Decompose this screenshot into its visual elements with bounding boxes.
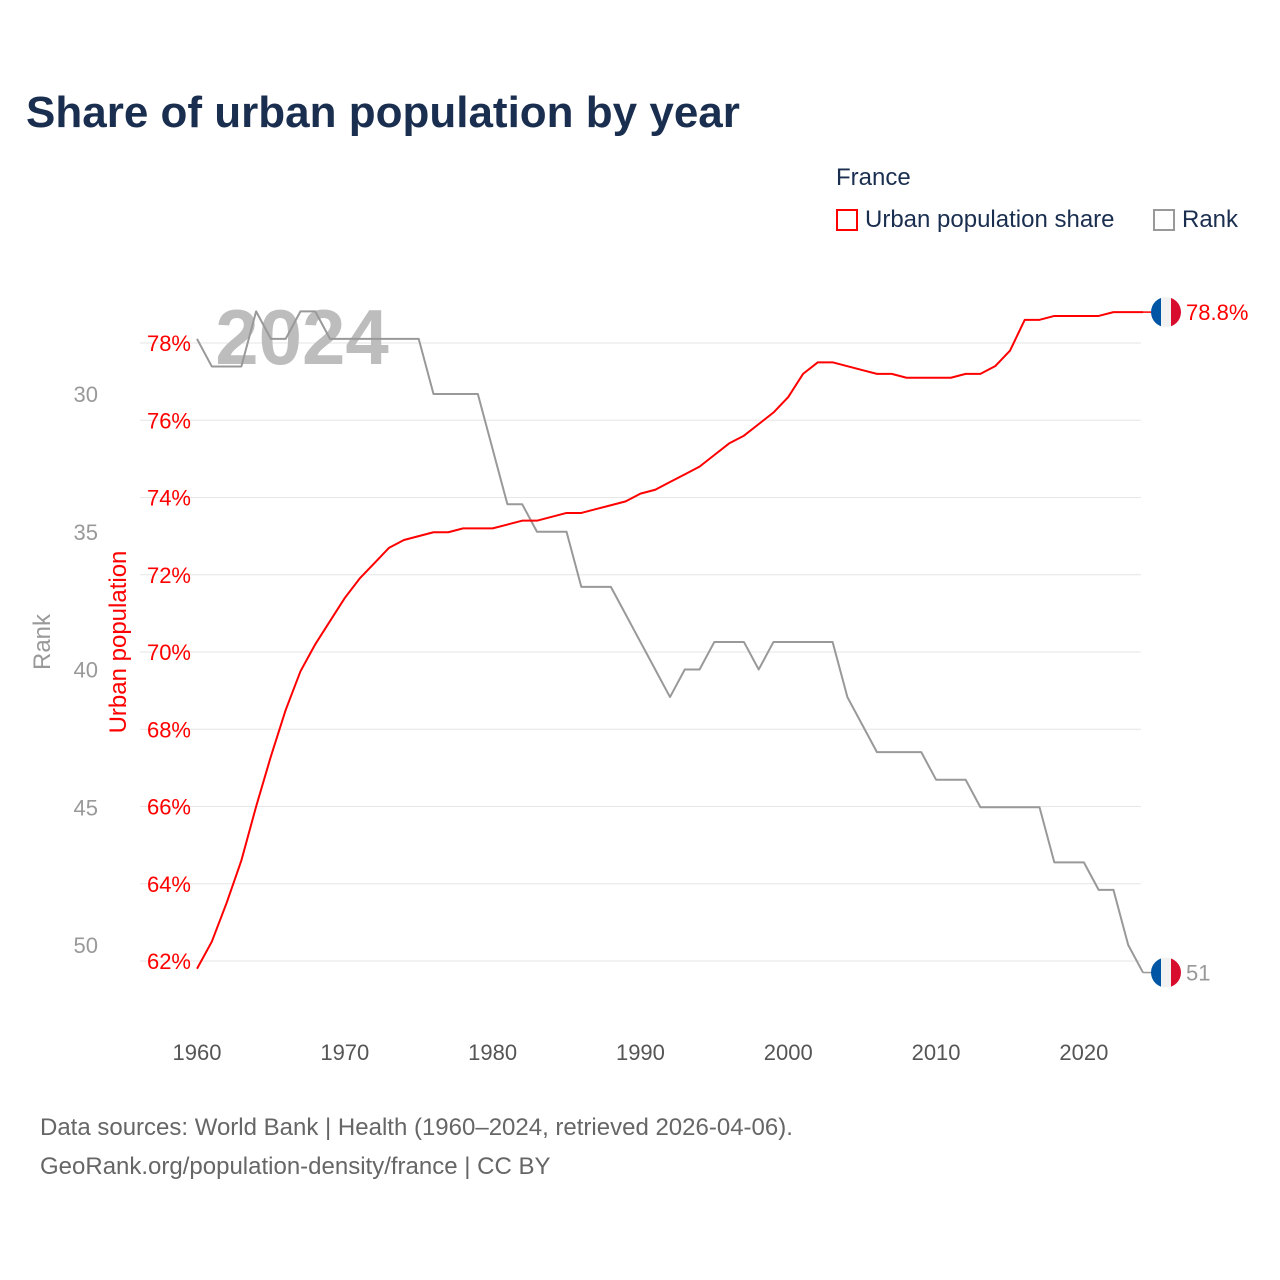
series-line-urban <box>196 311 1143 970</box>
france-flag-icon <box>1151 957 1181 988</box>
legend-swatch-urban <box>836 209 858 231</box>
x-tick: 1960 <box>173 1040 222 1065</box>
legend-label-rank: Rank <box>1182 206 1239 233</box>
y-tick-urban: 78% <box>147 331 191 356</box>
year-watermark: 2024 <box>215 293 389 381</box>
footer-credit: GeoRank.org/population-density/france | … <box>40 1153 551 1180</box>
y-tick-urban: 62% <box>147 949 191 974</box>
x-tick: 2000 <box>764 1040 813 1065</box>
legend-label-urban: Urban population share <box>865 206 1115 233</box>
y-tick-urban: 70% <box>147 640 191 665</box>
y-tick-rank: 40 <box>74 658 98 683</box>
y-tick-urban: 76% <box>147 408 191 433</box>
y-axis-label-rank: Rank <box>29 613 56 670</box>
y-tick-urban: 66% <box>147 795 191 820</box>
end-label-urban: 78.8% <box>1186 300 1248 325</box>
legend-item-urban[interactable]: Urban population share <box>836 206 1115 234</box>
series-line-rank <box>196 310 1144 974</box>
y-axis-label-urban: Urban population <box>105 551 132 734</box>
y-tick-rank: 30 <box>74 382 98 407</box>
y-tick-urban: 64% <box>147 872 191 897</box>
y-tick-urban: 68% <box>147 717 191 742</box>
y-tick-rank: 50 <box>74 933 98 958</box>
footer: Data sources: World Bank | Health (1960–… <box>40 1108 793 1186</box>
legend-swatch-rank <box>1153 209 1175 231</box>
y-tick-urban: 74% <box>147 486 191 511</box>
footer-sources: Data sources: World Bank | Health (1960–… <box>40 1114 793 1141</box>
y-tick-rank: 45 <box>74 795 98 820</box>
x-tick: 1980 <box>468 1040 517 1065</box>
france-flag-icon <box>1151 297 1181 328</box>
chart-title: Share of urban population by year <box>26 88 740 137</box>
x-tick: 1990 <box>616 1040 665 1065</box>
y-tick-rank: 35 <box>74 520 98 545</box>
end-label-rank: 51 <box>1186 961 1210 986</box>
y-tick-urban: 72% <box>147 563 191 588</box>
x-tick: 1970 <box>320 1040 369 1065</box>
x-tick: 2020 <box>1059 1040 1108 1065</box>
legend-title: France <box>836 164 911 191</box>
legend-item-rank[interactable]: Rank <box>1153 206 1238 234</box>
x-tick: 2010 <box>912 1040 961 1065</box>
